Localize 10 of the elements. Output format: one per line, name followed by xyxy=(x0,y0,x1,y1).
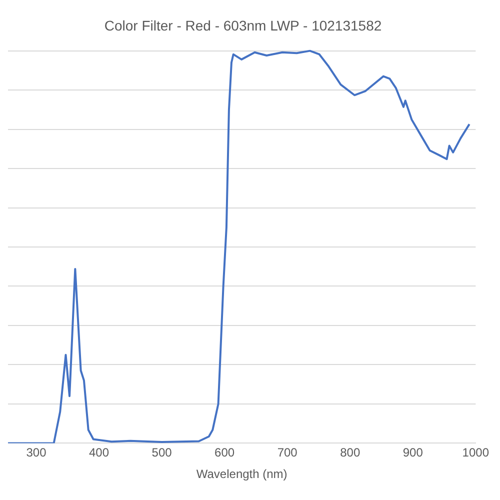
x-tick-label: 700 xyxy=(277,446,298,460)
chart-title: Color Filter - Red - 603nm LWP - 102131582 xyxy=(104,17,382,34)
x-tick-label: 300 xyxy=(26,446,47,460)
x-tick-label: 400 xyxy=(89,446,110,460)
x-tick-label: 500 xyxy=(152,446,172,460)
x-tick-label: 800 xyxy=(340,446,360,460)
x-tick-label: 900 xyxy=(402,446,424,460)
x-tick-label: 600 xyxy=(214,446,235,460)
x-tick-label: 1000 xyxy=(462,446,490,460)
x-axis-title: Wavelength (nm) xyxy=(196,467,288,482)
